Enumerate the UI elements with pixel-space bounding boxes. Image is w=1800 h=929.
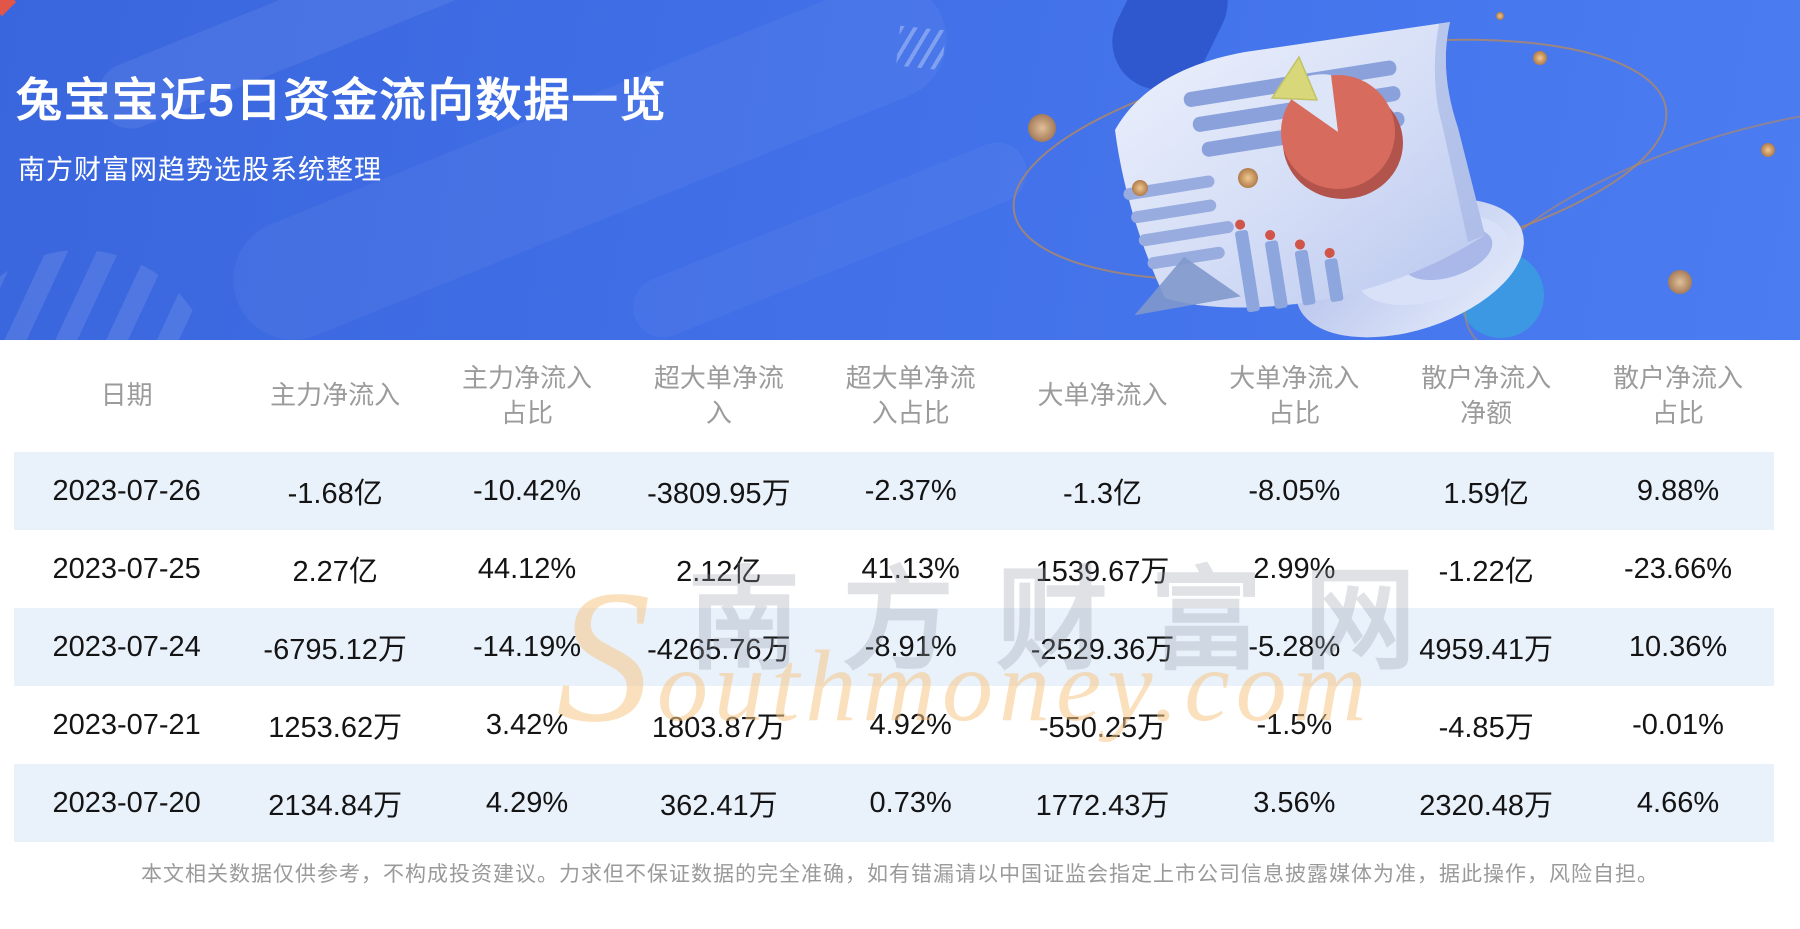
table-cell: 2.12亿	[676, 556, 762, 588]
table-cell: 0.73%	[869, 786, 952, 819]
table-cell: 1772.43万	[1035, 790, 1170, 822]
table-cell: 3.56%	[1253, 786, 1336, 819]
table-cell: -3809.95万	[647, 478, 791, 510]
table-header: 日期 主力净流入 主力净流入占比 超大单净流入 超大单净流入占比 大单净流入 大单净流入占比…	[14, 340, 1774, 452]
table-cell: 362.41万	[659, 790, 778, 822]
column-header: 主力净流入占比	[461, 362, 592, 428]
table-cell: -1.5%	[1256, 708, 1333, 741]
banner-stripe-decoration	[624, 133, 1036, 340]
table-cell: -2529.36万	[1030, 634, 1175, 666]
table-cell: -4265.76万	[647, 634, 791, 666]
table-cell: 4.29%	[485, 786, 569, 819]
column-header: 日期	[100, 380, 153, 411]
table-cell: -550.25万	[1038, 712, 1167, 744]
document-report-illustration	[1012, 12, 1800, 340]
column-header: 超大单净流入	[653, 362, 784, 428]
table-cell: 4.92%	[869, 708, 952, 741]
corner-red-decoration	[0, 0, 17, 17]
table-row: 2023-07-20 2134.84万 4.29% 362.41万 0.73% 1772.…	[14, 764, 1774, 842]
disclaimer-text: 本文相关数据仅供参考，不构成投资建议。力求但不保证数据的完全准确，如有错漏请以中…	[141, 863, 1659, 886]
table-cell: 1539.67万	[1035, 556, 1170, 588]
table-cell: 2320.48万	[1419, 790, 1554, 822]
table-cell: -8.05%	[1248, 474, 1341, 507]
column-header: 散户净流入占比	[1613, 362, 1744, 428]
table-row: 2023-07-24 -6795.12万 -14.19% -4265.76万 -8.91…	[14, 608, 1774, 686]
pie-chart-icon	[1270, 55, 1403, 199]
table-row: 2023-07-26 -1.68亿 -10.42% -3809.95万 -2.37% -1…	[14, 452, 1774, 530]
table-cell: 1803.87万	[651, 712, 786, 744]
table-cell: -2.37%	[864, 474, 957, 507]
table-cell: -10.42%	[473, 474, 582, 507]
table-header-row: 日期 主力净流入 主力净流入占比 超大单净流入 超大单净流入占比 大单净流入 大单净流入占比…	[14, 340, 1774, 452]
table-cell: -23.66%	[1624, 552, 1733, 585]
hatch-circle-decoration	[0, 250, 215, 340]
table-cell: 41.13%	[861, 552, 960, 585]
hatch-small-decoration	[896, 25, 946, 71]
paper-edge-shade	[1434, 22, 1485, 242]
table-cell: -1.3亿	[1063, 478, 1142, 510]
table-cell: -4.85万	[1438, 712, 1534, 744]
table-cell: 9.88%	[1636, 474, 1720, 507]
table-cell: -1.68亿	[287, 478, 383, 510]
column-header: 散户净流入净额	[1421, 362, 1552, 428]
table-cell: -1.22亿	[1438, 556, 1534, 588]
banner: 兔宝宝近5日资金流向数据一览 南方财富网趋势选股系统整理	[0, 0, 1800, 340]
table-cell: 3.42%	[485, 708, 569, 741]
table-row: 2023-07-21 1253.62万 3.42% 1803.87万 4.92% -550…	[14, 686, 1774, 764]
table-cell: 2023-07-26	[52, 474, 201, 507]
page-title: 兔宝宝近5日资金流向数据一览	[16, 74, 668, 126]
table-cell: 4.66%	[1636, 786, 1720, 819]
table-cell: -0.01%	[1632, 708, 1724, 741]
table-body: 2023-07-26 -1.68亿 -10.42% -3809.95万 -2.37% -1…	[14, 452, 1774, 842]
fund-flow-table: 日期 主力净流入 主力净流入占比 超大单净流入 超大单净流入占比 大单净流入 大单净流入占比…	[14, 340, 1774, 842]
table-cell: 10.36%	[1628, 630, 1728, 663]
orbit-beads	[1028, 12, 1775, 294]
column-header: 主力净流入	[270, 380, 401, 411]
table-cell: 2134.84万	[268, 790, 403, 822]
table-cell: 2023-07-20	[52, 786, 201, 819]
fund-flow-table-container: 日期 主力净流入 主力净流入占比 超大单净流入 超大单净流入占比 大单净流入 大单净流入占比…	[14, 340, 1774, 842]
table-row: 2023-07-25 2.27亿 44.12% 2.12亿 41.13% 1539.67万…	[14, 530, 1774, 608]
bar-chart-icon	[1134, 219, 1344, 316]
table-cell: 2023-07-24	[52, 630, 201, 663]
paper-small-lines	[1123, 175, 1234, 270]
table-cell: 44.12%	[477, 552, 577, 585]
table-cell: 4959.41万	[1419, 634, 1554, 666]
table-cell: -6795.12万	[263, 634, 407, 666]
page-subtitle: 南方财富网趋势选股系统整理	[18, 155, 382, 185]
table-cell: 2023-07-25	[52, 552, 201, 585]
column-header: 大单净流入	[1037, 380, 1168, 411]
table-cell: 1.59亿	[1443, 478, 1529, 510]
column-header: 大单净流入占比	[1229, 362, 1360, 428]
table-cell: -14.19%	[473, 630, 582, 663]
table-cell: -8.91%	[864, 630, 957, 663]
table-cell: 2.27亿	[292, 556, 378, 588]
table-cell: 1253.62万	[268, 712, 403, 744]
table-cell: 2.99%	[1253, 552, 1336, 585]
column-header: 超大单净流入占比	[845, 362, 976, 428]
table-cell: -5.28%	[1248, 630, 1341, 663]
table-cell: 2023-07-21	[52, 708, 201, 741]
